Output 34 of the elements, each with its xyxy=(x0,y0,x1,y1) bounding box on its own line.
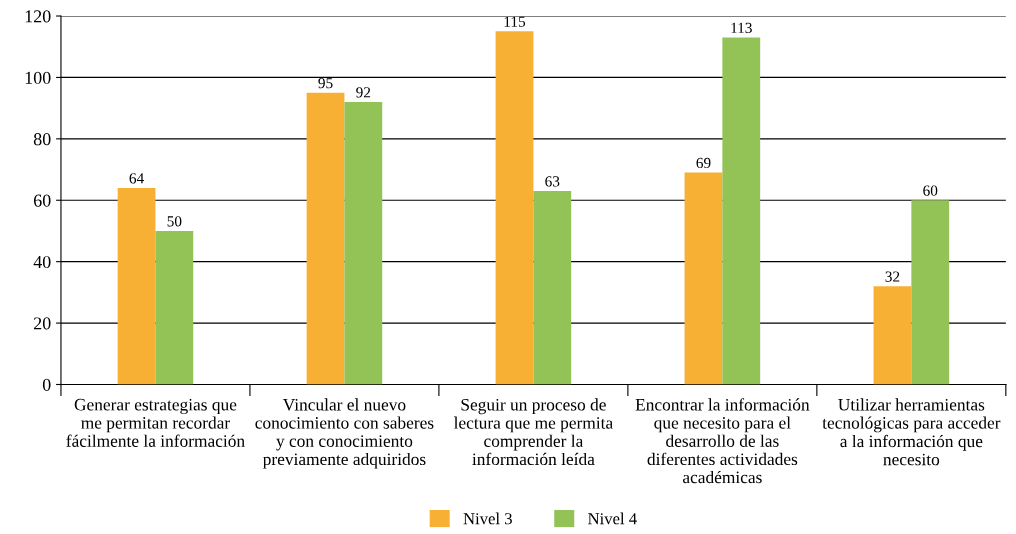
bar xyxy=(155,230,194,385)
bar xyxy=(306,92,345,385)
data-label: 113 xyxy=(731,22,752,34)
data-label: 60 xyxy=(923,185,938,196)
data-label: 32 xyxy=(885,271,900,282)
data-label: 115 xyxy=(504,16,526,27)
data-label: 63 xyxy=(545,176,560,187)
data-label: 92 xyxy=(356,87,371,98)
x-tick-label: Utilizar herramientas tecnológicas para acceder a la información que necesito xyxy=(822,398,1001,466)
x-tick-label: Vincular el nuevo conocimiento con saberes y con conocimiento previamente adquiridos xyxy=(255,398,434,469)
y-tick-label: 120 xyxy=(25,10,51,23)
y-tick-label: 60 xyxy=(33,194,51,207)
bar xyxy=(911,200,950,385)
x-tick-label: Generar estrategias que me permitan recordar fácilmente la información xyxy=(66,398,245,447)
y-tick-label: 100 xyxy=(25,71,51,84)
x-tick-label: Seguir un proceso de lectura que me permita comprender la información leída xyxy=(453,398,613,466)
bar xyxy=(873,286,912,385)
bar xyxy=(533,191,572,385)
data-label: 50 xyxy=(167,216,182,227)
bar xyxy=(684,172,723,385)
bar xyxy=(722,37,761,385)
bar xyxy=(495,31,534,385)
y-tick-label: 0 xyxy=(42,378,51,391)
legend-label: Nivel 3 xyxy=(463,512,512,525)
data-label: 69 xyxy=(696,157,711,169)
bar xyxy=(344,101,383,385)
data-label: 95 xyxy=(318,78,333,89)
y-tick-label: 40 xyxy=(33,255,51,269)
x-tick-label: Encontrar la información que necesito para el desarrollo de las diferentes actividades académicas xyxy=(635,398,810,484)
bar xyxy=(117,187,156,385)
data-label: 64 xyxy=(129,173,144,184)
legend-label: Nivel 4 xyxy=(588,512,637,525)
y-tick-label: 20 xyxy=(33,317,51,330)
y-tick-label: 80 xyxy=(33,133,51,146)
